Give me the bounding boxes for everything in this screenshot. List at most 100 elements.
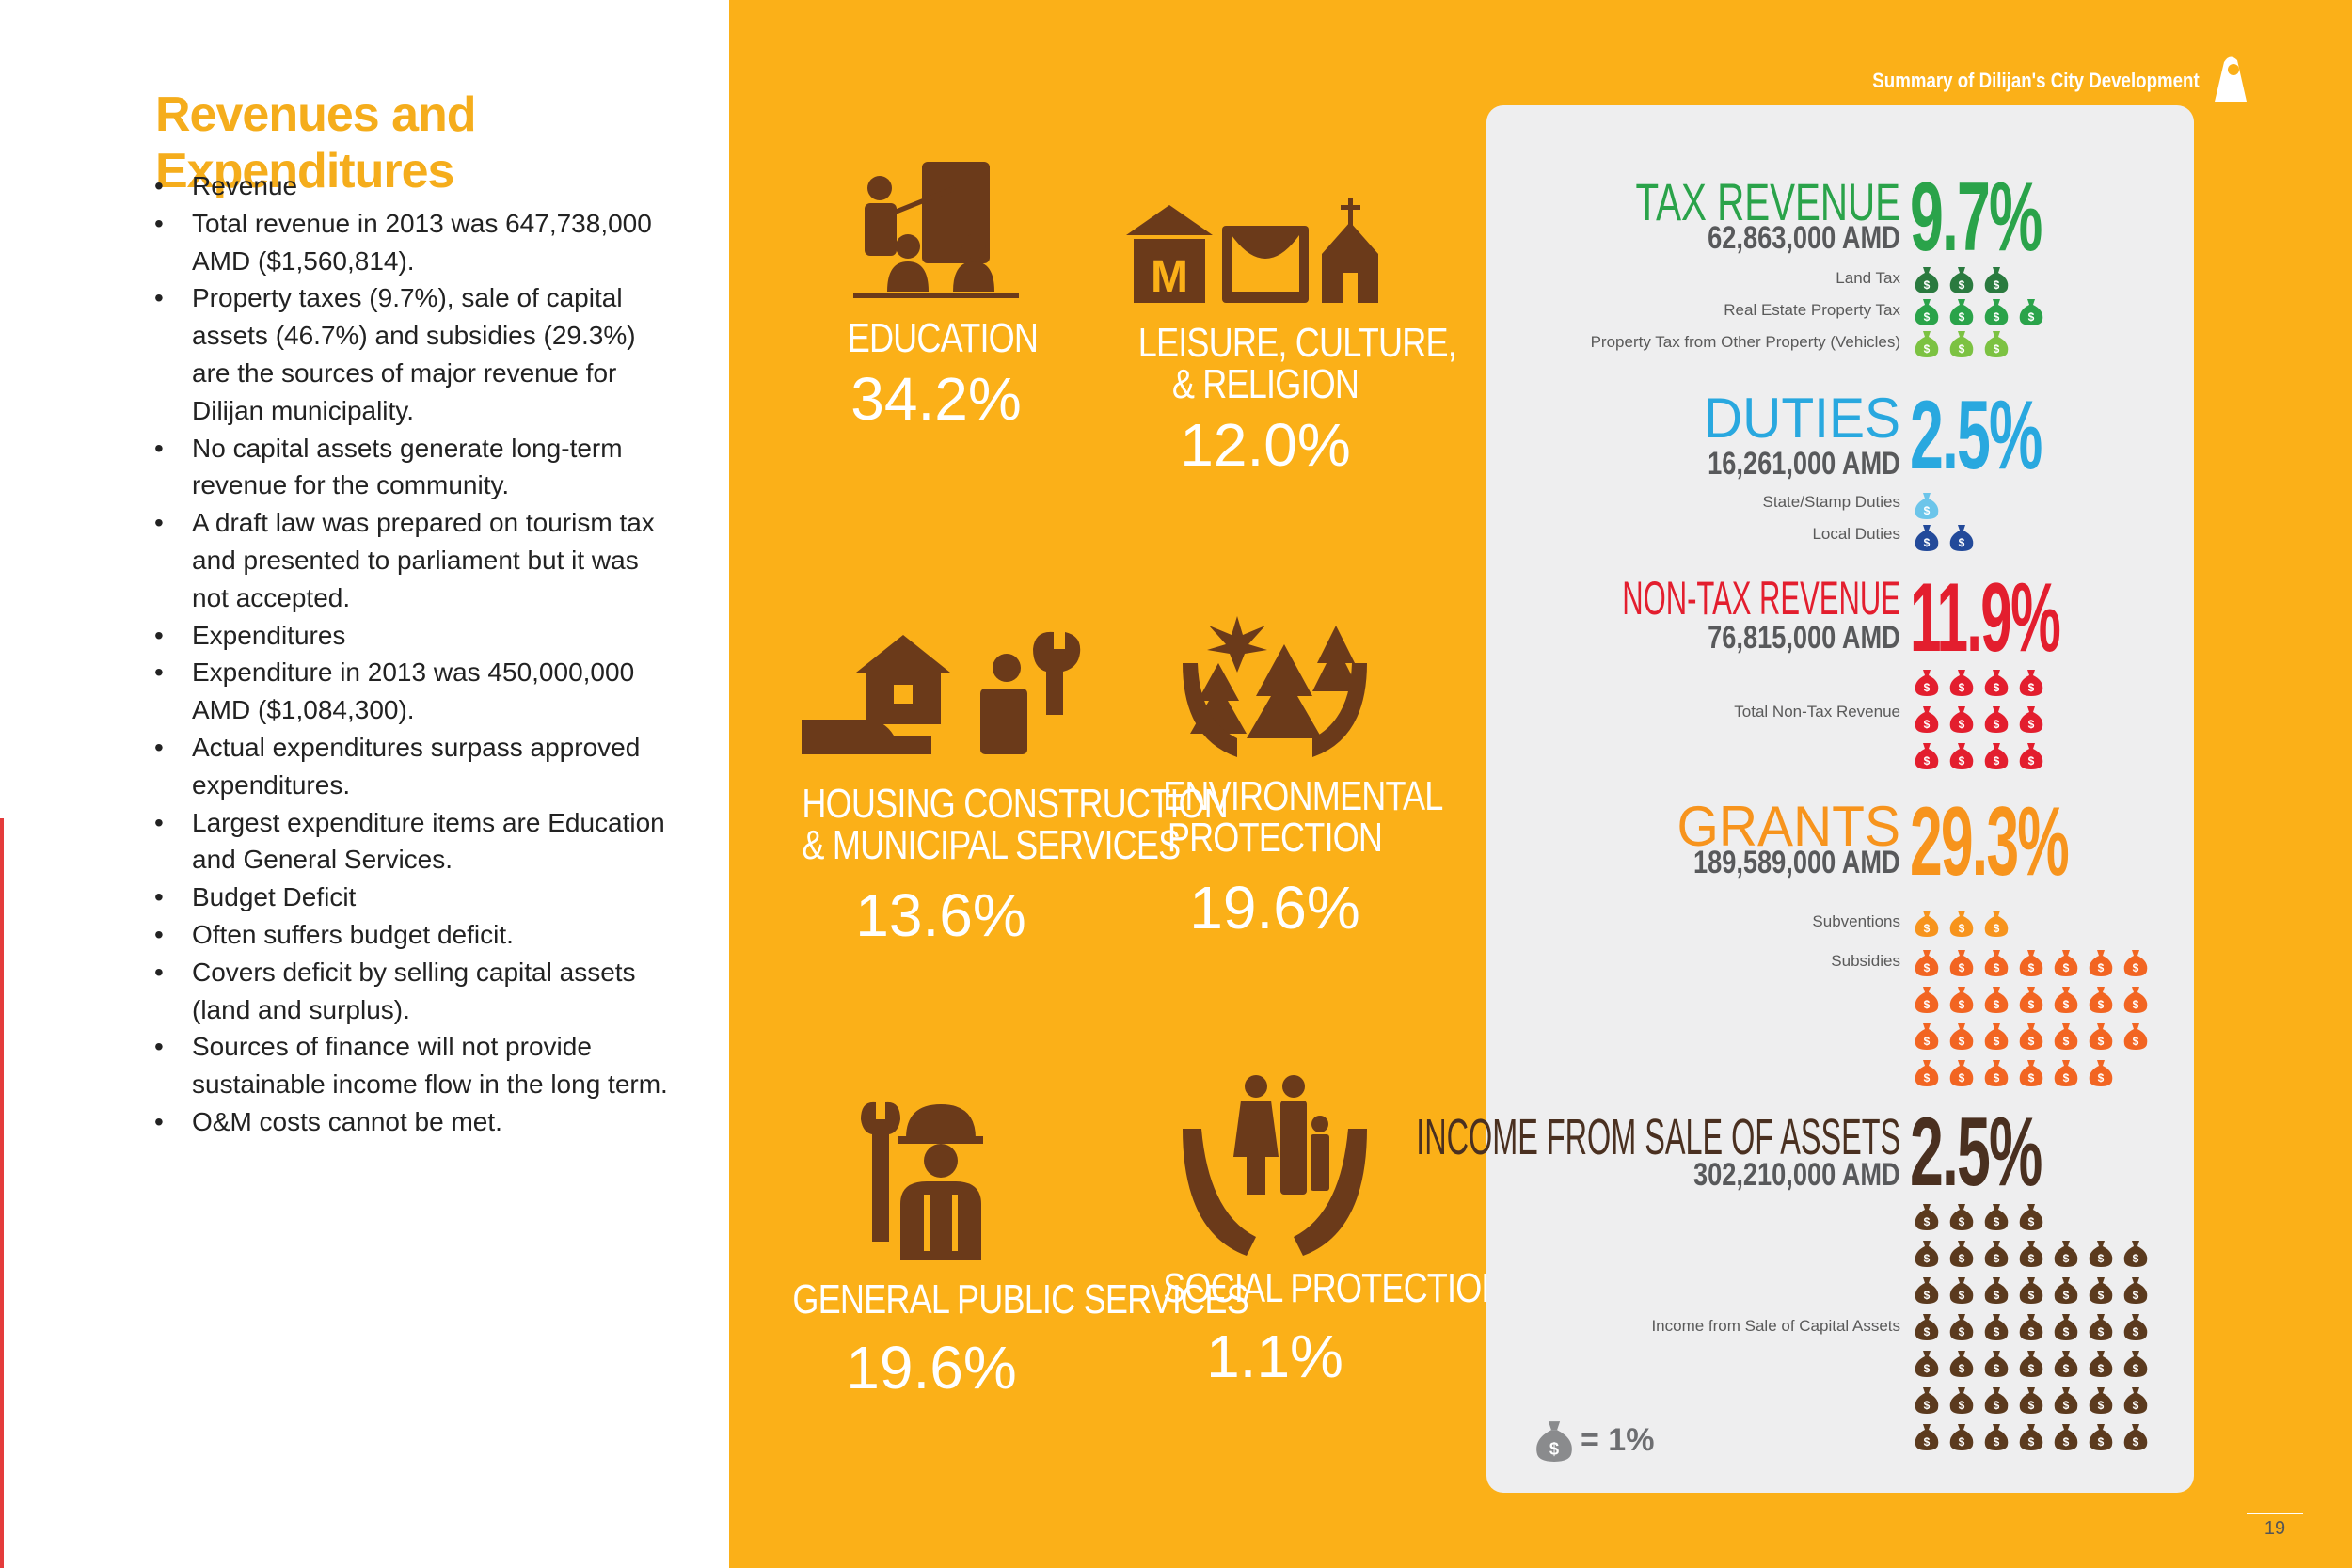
svg-text:$: $ [2133,1289,2139,1302]
svg-text:$: $ [2098,1289,2105,1302]
row-label: Land Tax [1836,269,1900,287]
money-bag-icon: $ [2019,1204,2043,1230]
row-label: Total Non-Tax Revenue [1734,703,1900,721]
svg-text:$: $ [2133,1435,2139,1449]
money-bag-icon: $ [1949,1204,1974,1230]
svg-text:$: $ [1924,1215,1931,1228]
money-bag-icon: $ [2019,1351,2043,1377]
svg-text:$: $ [2063,1071,2070,1085]
money-bag-icon: $ [1915,950,1939,976]
row-label: State/Stamp Duties [1762,493,1900,511]
money-bag-icon: $ [1915,1204,1939,1230]
bullet-item: Sources of finance will not provide sust… [151,1028,677,1103]
money-bag-icon: $ [2089,1387,2113,1414]
money-bag-icon: $ [1949,1314,1974,1340]
money-bag-icon: $ [2019,1277,2043,1304]
tax-realestate-bags: $ $ $ $ [1914,297,2157,325]
svg-text:$: $ [2063,1399,2070,1412]
money-bag-icon: $ [2123,1424,2148,1450]
svg-text:$: $ [1994,310,2000,324]
svg-text:$: $ [2028,1362,2035,1375]
svg-text:$: $ [1994,1325,2000,1338]
section-percent: 2.5% [1910,381,2042,490]
svg-text:$: $ [1959,1325,1965,1338]
svg-text:$: $ [2098,961,2105,974]
dilijan-logo-icon [2215,56,2247,102]
money-bag-icon: $ [2054,950,2078,976]
money-bag-icon: $ [1984,987,2009,1013]
money-bag-icon: $ [2019,1387,2043,1414]
svg-text:$: $ [1959,536,1965,549]
svg-text:$: $ [2028,1435,2035,1449]
money-bag-icon: $ [2089,1351,2113,1377]
row-label: Real Estate Property Tax [1724,301,1900,319]
svg-text:$: $ [2133,1325,2139,1338]
svg-text:$: $ [2098,1071,2105,1085]
svg-text:$: $ [1959,1435,1965,1449]
money-bag-icon: $ [2089,1060,2113,1086]
bullet-list: Revenue Total revenue in 2013 was 647,73… [151,167,677,1141]
section-amount: 16,261,000 AMD [1708,446,1900,482]
environment-icon [1183,616,1367,757]
money-bag-icon: $ [1915,331,1939,357]
svg-text:$: $ [2133,961,2139,974]
money-bag-icon: $ [2019,987,2043,1013]
money-bag-icon: $ [1984,1277,2009,1304]
category-percent: 19.6% [846,1334,1017,1402]
svg-text:$: $ [1994,681,2000,694]
money-bag-icon: $ [1984,911,2009,937]
svg-text:$: $ [2028,1071,2035,1085]
tax-vehicle-bags: $ $ $ [1914,329,2157,357]
section-title: TAX REVENUE [1635,172,1900,231]
money-bag-icon: $ [1915,1023,1939,1050]
money-bag-icon: $ [1949,1351,1974,1377]
svg-text:$: $ [2028,1325,2035,1338]
money-bag-icon: $ [1949,1387,1974,1414]
section-percent: 29.3% [1910,787,2070,896]
row-label: Subsidies [1831,952,1900,970]
section-amount: 76,815,000 AMD [1708,620,1900,656]
money-bag-icon: $ [2054,1277,2078,1304]
svg-text:$: $ [1994,278,2000,292]
svg-text:$: $ [1924,342,1931,356]
money-bag-icon: $ [1915,1387,1939,1414]
svg-text:$: $ [2063,1325,2070,1338]
money-bag-icon: $ [1949,706,1974,733]
svg-text:$: $ [2098,1362,2105,1375]
money-bag-icon: $ [2019,1241,2043,1267]
bullet-item: Total revenue in 2013 was 647,738,000 AM… [151,205,677,280]
money-bag-icon: $ [1984,743,2009,769]
svg-text:$: $ [2028,1215,2035,1228]
money-bag-icon: $ [2019,1424,2043,1450]
svg-text:$: $ [2098,1325,2105,1338]
money-bag-icon: $ [1984,1314,2009,1340]
money-bag-icon: $ [1915,1060,1939,1086]
money-bag-icon: $ [1949,670,1974,696]
category-education: EDUCATION 34.2% [828,160,1044,429]
text-column: Revenues and Expenditures Revenue Total … [0,0,729,1568]
svg-text:$: $ [2063,1289,2070,1302]
svg-text:$: $ [1959,998,1965,1011]
money-bag-icon: $ [2019,299,2043,325]
money-bag-icon: $ [1984,670,2009,696]
svg-text:$: $ [1959,342,1965,356]
svg-text:$: $ [1959,718,1965,731]
svg-text:$: $ [1924,1035,1931,1048]
svg-text:$: $ [1959,310,1965,324]
svg-text:$: $ [2098,998,2105,1011]
money-bag-icon: $ [2054,1314,2078,1340]
legend: $ = 1% [1534,1418,1654,1462]
category-general-services: GENERAL PUBLIC SERVICES 19.6% [762,1101,1249,1402]
svg-text:$: $ [2098,1435,2105,1449]
money-bag-icon: $ [1949,1060,1974,1086]
svg-text:$: $ [2063,1035,2070,1048]
money-bag-icon: $ [1984,1241,2009,1267]
money-bag-icon: $ [1949,1277,1974,1304]
bullet-item: Largest expenditure items are Education … [151,804,677,879]
svg-text:$: $ [1994,1435,2000,1449]
svg-text:$: $ [1924,310,1931,324]
money-bag-icon: $ [1949,299,1974,325]
svg-text:$: $ [1994,1289,2000,1302]
money-bag-icon: $ [2089,987,2113,1013]
money-bag-icon: $ [1984,950,2009,976]
